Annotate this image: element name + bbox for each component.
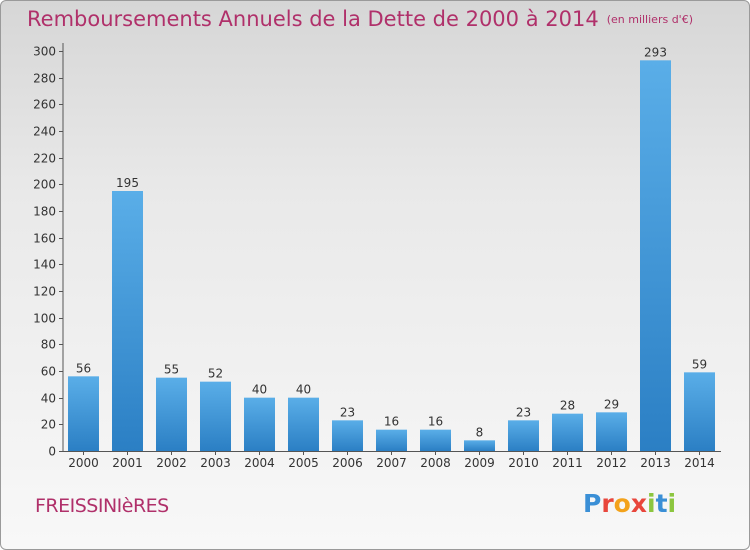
y-tick-label: 240 xyxy=(33,125,56,139)
value-label-2007: 16 xyxy=(384,415,399,429)
chart-title: Remboursements Annuels de la Dette de 20… xyxy=(27,7,693,31)
x-tick-label: 2014 xyxy=(684,456,715,470)
value-label-2000: 56 xyxy=(76,361,91,375)
title-text: Remboursements Annuels de la Dette de 20… xyxy=(27,7,599,31)
x-tick-label: 2009 xyxy=(464,456,495,470)
x-tick-label: 2008 xyxy=(420,456,451,470)
commune-name: FREISSINIèRES xyxy=(35,495,169,517)
y-tick-label: 0 xyxy=(48,445,56,459)
bar-2008 xyxy=(420,429,451,451)
bar-2001 xyxy=(112,191,143,451)
bar-2000 xyxy=(68,376,99,451)
y-tick-label: 300 xyxy=(33,45,56,59)
logo-letter: r xyxy=(601,489,614,518)
bar-2005 xyxy=(288,397,319,451)
y-tick-label: 40 xyxy=(41,392,56,406)
y-tick-label: 200 xyxy=(33,178,56,192)
x-tick-label: 2007 xyxy=(376,456,407,470)
x-tick-label: 2010 xyxy=(508,456,539,470)
x-tick-label: 2002 xyxy=(156,456,187,470)
bar-2004 xyxy=(244,397,275,451)
y-tick-label: 100 xyxy=(33,312,56,326)
x-tick-label: 2004 xyxy=(244,456,275,470)
bar-2009 xyxy=(464,440,495,451)
y-tick-label: 60 xyxy=(41,365,56,379)
bar-2013 xyxy=(640,60,671,451)
bar-2014 xyxy=(684,372,715,451)
unit-label: (en milliers d'€) xyxy=(606,13,693,26)
bar-2010 xyxy=(508,420,539,451)
proxiti-logo: Proxiti xyxy=(583,489,676,518)
bar-2012 xyxy=(596,412,627,451)
y-tick-label: 160 xyxy=(33,232,56,246)
value-label-2011: 28 xyxy=(560,399,575,413)
bar-2003 xyxy=(200,381,231,451)
logo-letter: i xyxy=(647,489,656,518)
logo-letter: i xyxy=(667,489,677,518)
x-tick-label: 2001 xyxy=(112,456,143,470)
y-tick-label: 180 xyxy=(33,205,56,219)
y-tick-label: 220 xyxy=(33,152,56,166)
value-label-2001: 195 xyxy=(116,176,139,190)
y-tick-label: 140 xyxy=(33,258,56,272)
y-tick-label: 120 xyxy=(33,285,56,299)
x-tick-label: 2003 xyxy=(200,456,231,470)
value-label-2006: 23 xyxy=(340,405,355,419)
logo-letter: o xyxy=(613,489,631,518)
x-tick-label: 2006 xyxy=(332,456,363,470)
value-label-2012: 29 xyxy=(604,397,619,411)
bar-2006 xyxy=(332,420,363,451)
value-label-2009: 8 xyxy=(476,425,484,439)
bars xyxy=(68,60,715,451)
y-tick-label: 20 xyxy=(41,418,56,432)
x-tick-label: 2012 xyxy=(596,456,627,470)
value-label-2004: 40 xyxy=(252,383,267,397)
logo-letter: x xyxy=(630,489,647,518)
bar-2002 xyxy=(156,377,187,451)
bar-2011 xyxy=(552,413,583,451)
y-tick-label: 80 xyxy=(41,338,56,352)
value-label-2005: 40 xyxy=(296,383,311,397)
bar-2007 xyxy=(376,429,407,451)
value-label-2003: 52 xyxy=(208,367,223,381)
value-label-2002: 55 xyxy=(164,363,179,377)
value-label-2008: 16 xyxy=(428,415,443,429)
value-label-2014: 59 xyxy=(692,357,707,371)
value-label-2013: 293 xyxy=(644,45,667,59)
x-tick-label: 2000 xyxy=(68,456,99,470)
logo-letter: t xyxy=(655,489,668,518)
x-tick-label: 2013 xyxy=(640,456,671,470)
x-tick-label: 2005 xyxy=(288,456,319,470)
data-labels: 56 195 55 52 40 40 23 16 16 8 23 28 29 293 59 xyxy=(76,45,707,439)
value-label-2010: 23 xyxy=(516,405,531,419)
axes: 0 20 40 60 80 100 120 140 160 180 200 220 240 260 280 3… xyxy=(33,43,721,470)
logo-letter: P xyxy=(583,489,602,518)
y-tick-label: 280 xyxy=(33,72,56,86)
x-tick-label: 2011 xyxy=(552,456,583,470)
y-tick-label: 260 xyxy=(33,98,56,112)
